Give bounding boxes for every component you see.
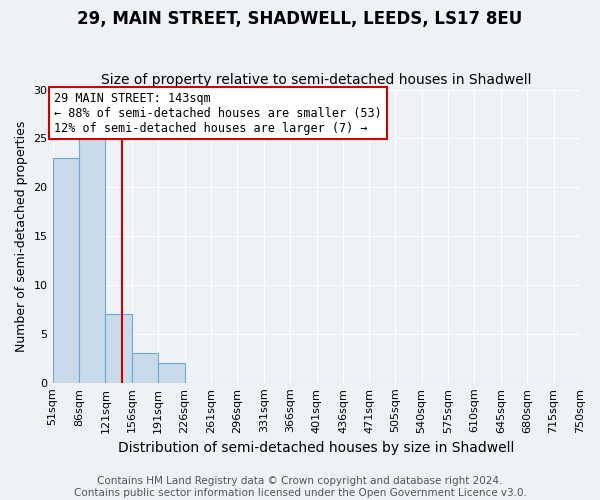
Bar xyxy=(158,364,185,383)
Text: Contains HM Land Registry data © Crown copyright and database right 2024.
Contai: Contains HM Land Registry data © Crown c… xyxy=(74,476,526,498)
Text: 29, MAIN STREET, SHADWELL, LEEDS, LS17 8EU: 29, MAIN STREET, SHADWELL, LEEDS, LS17 8… xyxy=(77,10,523,28)
Bar xyxy=(106,314,132,383)
X-axis label: Distribution of semi-detached houses by size in Shadwell: Distribution of semi-detached houses by … xyxy=(118,441,514,455)
Title: Size of property relative to semi-detached houses in Shadwell: Size of property relative to semi-detach… xyxy=(101,73,532,87)
Text: 29 MAIN STREET: 143sqm
← 88% of semi-detached houses are smaller (53)
12% of sem: 29 MAIN STREET: 143sqm ← 88% of semi-det… xyxy=(54,92,382,134)
Y-axis label: Number of semi-detached properties: Number of semi-detached properties xyxy=(15,120,28,352)
Bar xyxy=(79,138,106,383)
Bar xyxy=(132,354,158,383)
Bar xyxy=(53,158,79,383)
